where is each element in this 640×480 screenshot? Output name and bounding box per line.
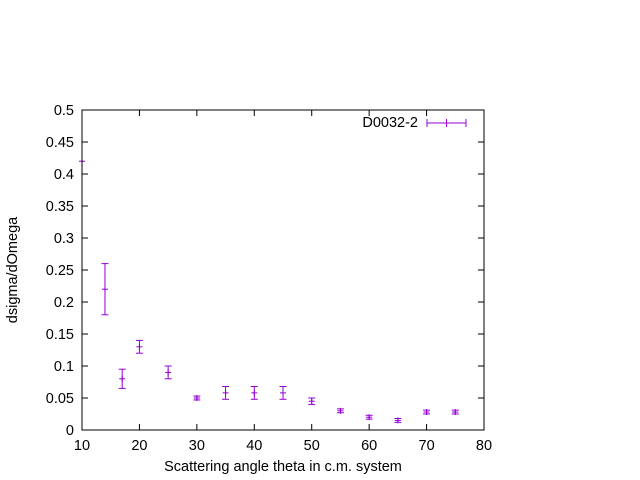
y-tick-label: 0.15 <box>46 327 74 343</box>
tick-labels: 10 20 30 40 50 60 70 80 0 0.05 0.1 0.15 0.2 0.25 0.3 0.… <box>46 103 492 454</box>
x-tick-label: 70 <box>419 438 435 454</box>
data-point <box>336 407 344 414</box>
x-tick-label: 20 <box>131 438 147 454</box>
data-point <box>250 385 258 400</box>
x-tick-label: 60 <box>361 438 377 454</box>
data-point <box>394 417 402 424</box>
data-point <box>118 368 126 389</box>
y-tick-label: 0.3 <box>54 231 74 247</box>
data-points <box>79 158 459 424</box>
x-tick-label: 80 <box>476 438 492 454</box>
legend-label: D0032-2 <box>362 115 418 131</box>
legend: D0032-2 <box>362 115 467 131</box>
x-tick-label: 40 <box>246 438 262 454</box>
y-tick-label: 0 <box>66 423 74 439</box>
data-point <box>164 365 172 380</box>
x-tick-label: 30 <box>189 438 205 454</box>
y-tick-label: 0.4 <box>54 167 74 183</box>
y-tick-label: 0.05 <box>46 391 74 407</box>
y-tick-label: 0.45 <box>46 135 74 151</box>
data-point <box>423 409 431 416</box>
data-point <box>101 263 109 316</box>
plot-frame <box>81 109 485 431</box>
data-point <box>279 385 287 400</box>
x-axis-label: Scattering angle theta in c.m. system <box>164 459 402 475</box>
x-tick-label: 50 <box>304 438 320 454</box>
legend-sample <box>426 119 467 127</box>
data-point <box>135 339 143 354</box>
data-point <box>308 397 316 405</box>
y-tick-label: 0.5 <box>54 103 74 119</box>
data-point <box>451 409 459 416</box>
data-point <box>193 395 201 401</box>
y-axis-label: dsigma/dOmega <box>5 216 21 323</box>
y-tick-label: 0.1 <box>54 359 74 375</box>
data-point <box>222 385 230 400</box>
y-tick-label: 0.35 <box>46 199 74 215</box>
y-tick-label: 0.2 <box>54 295 74 311</box>
data-point <box>365 414 373 421</box>
y-tick-label: 0.25 <box>46 263 74 279</box>
x-tick-label: 10 <box>74 438 90 454</box>
